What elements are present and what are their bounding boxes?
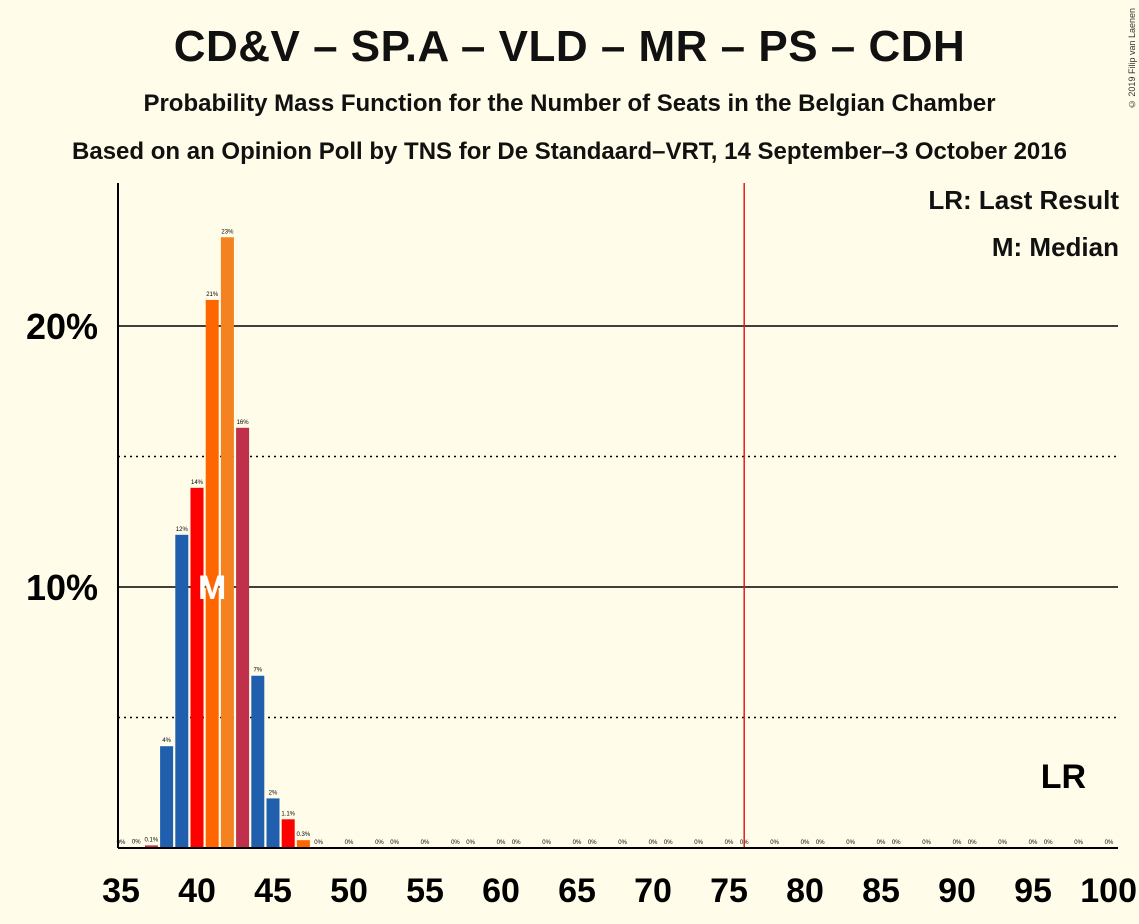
- last-result-marker: LR: [1041, 758, 1086, 796]
- zero-value-label: 0%: [649, 840, 658, 846]
- x-tick-label: 85: [862, 872, 900, 910]
- bar-seat-45: [266, 798, 280, 848]
- x-tick-label: 45: [254, 872, 292, 910]
- zero-value-label: 0%: [801, 840, 810, 846]
- chart-source: Based on an Opinion Poll by TNS for De S…: [72, 138, 1067, 165]
- bar-value-label: 2%: [269, 790, 278, 796]
- zero-value-label: 0%: [877, 840, 886, 846]
- zero-value-label: 0%: [922, 840, 931, 846]
- zero-value-label: 0%: [618, 840, 627, 846]
- x-tick-label: 95: [1014, 872, 1052, 910]
- zero-value-label: 0%: [968, 840, 977, 846]
- bar-seat-42: [220, 237, 234, 848]
- zero-value-label: 0%: [421, 840, 430, 846]
- zero-value-label: 0%: [390, 840, 399, 846]
- zero-value-label: 0%: [1074, 840, 1083, 846]
- zero-value-label: 0%: [573, 840, 582, 846]
- bar-value-label: 16%: [237, 420, 250, 426]
- zero-value-label: 0%: [314, 840, 323, 846]
- x-tick-label: 65: [558, 872, 596, 910]
- x-tick-label: 35: [102, 872, 140, 910]
- chart-title: CD&V – SP.A – VLD – MR – PS – CDH: [173, 22, 966, 71]
- bar-seat-46: [281, 819, 295, 848]
- zero-value-label: 0%: [375, 840, 384, 846]
- bar-value-label: 23%: [221, 229, 234, 235]
- x-tick-label: 55: [406, 872, 444, 910]
- zero-value-label: 0%: [998, 840, 1007, 846]
- bar-seat-37: [144, 845, 158, 848]
- zero-value-label: 0%: [694, 840, 703, 846]
- bar-value-label: 21%: [206, 292, 219, 298]
- bar-value-label: 0.1%: [145, 837, 159, 843]
- zero-value-label: 0%: [725, 840, 734, 846]
- bar-value-label: 0%: [132, 839, 141, 845]
- zero-value-label: 0%: [451, 840, 460, 846]
- zero-value-label: 0%: [497, 840, 506, 846]
- bar-value-label: 4%: [162, 738, 171, 744]
- zero-value-label: 0%: [1029, 840, 1038, 846]
- zero-value-label: 0%: [117, 840, 126, 846]
- legend-last-result: LR: Last Result: [928, 185, 1119, 215]
- x-tick-label: 70: [634, 872, 672, 910]
- y-tick-label: 20%: [26, 306, 98, 347]
- zero-value-label: 0%: [542, 840, 551, 846]
- bar-seat-39: [175, 534, 189, 848]
- x-tick-label: 60: [482, 872, 520, 910]
- zero-value-label: 0%: [588, 840, 597, 846]
- bar-seat-43: [236, 427, 250, 848]
- x-tick-label: 75: [710, 872, 748, 910]
- chart-subtitle: Probability Mass Function for the Number…: [143, 90, 996, 117]
- bar-value-label: 0.3%: [297, 832, 311, 838]
- bar-seat-40: [190, 487, 204, 848]
- zero-value-label: 0%: [664, 840, 673, 846]
- median-marker: M: [198, 569, 226, 607]
- bar-seat-38: [160, 746, 174, 848]
- x-tick-label: 100: [1080, 872, 1137, 910]
- zero-value-label: 0%: [953, 840, 962, 846]
- zero-value-label: 0%: [1044, 840, 1053, 846]
- bar-seat-41: [205, 299, 219, 848]
- x-tick-label: 40: [178, 872, 216, 910]
- x-tick-label: 50: [330, 872, 368, 910]
- zero-value-label: 0%: [512, 840, 521, 846]
- bar-value-label: 14%: [191, 480, 204, 486]
- bar-value-label: 7%: [253, 668, 262, 674]
- zero-value-label: 0%: [466, 840, 475, 846]
- x-tick-label: 90: [938, 872, 976, 910]
- x-tick-label: 80: [786, 872, 824, 910]
- y-tick-label: 10%: [26, 567, 98, 608]
- zero-value-label: 0%: [846, 840, 855, 846]
- bar-seat-47: [296, 840, 310, 848]
- zero-value-label: 0%: [770, 840, 779, 846]
- bar-seat-44: [251, 675, 265, 848]
- legend-median: M: Median: [991, 232, 1119, 262]
- bar-value-label: 1.1%: [281, 811, 295, 817]
- zero-value-label: 0%: [1105, 840, 1114, 846]
- zero-value-label: 0%: [892, 840, 901, 846]
- zero-value-label: 0%: [345, 840, 354, 846]
- bar-value-label: 12%: [176, 527, 189, 533]
- zero-value-label: 0%: [816, 840, 825, 846]
